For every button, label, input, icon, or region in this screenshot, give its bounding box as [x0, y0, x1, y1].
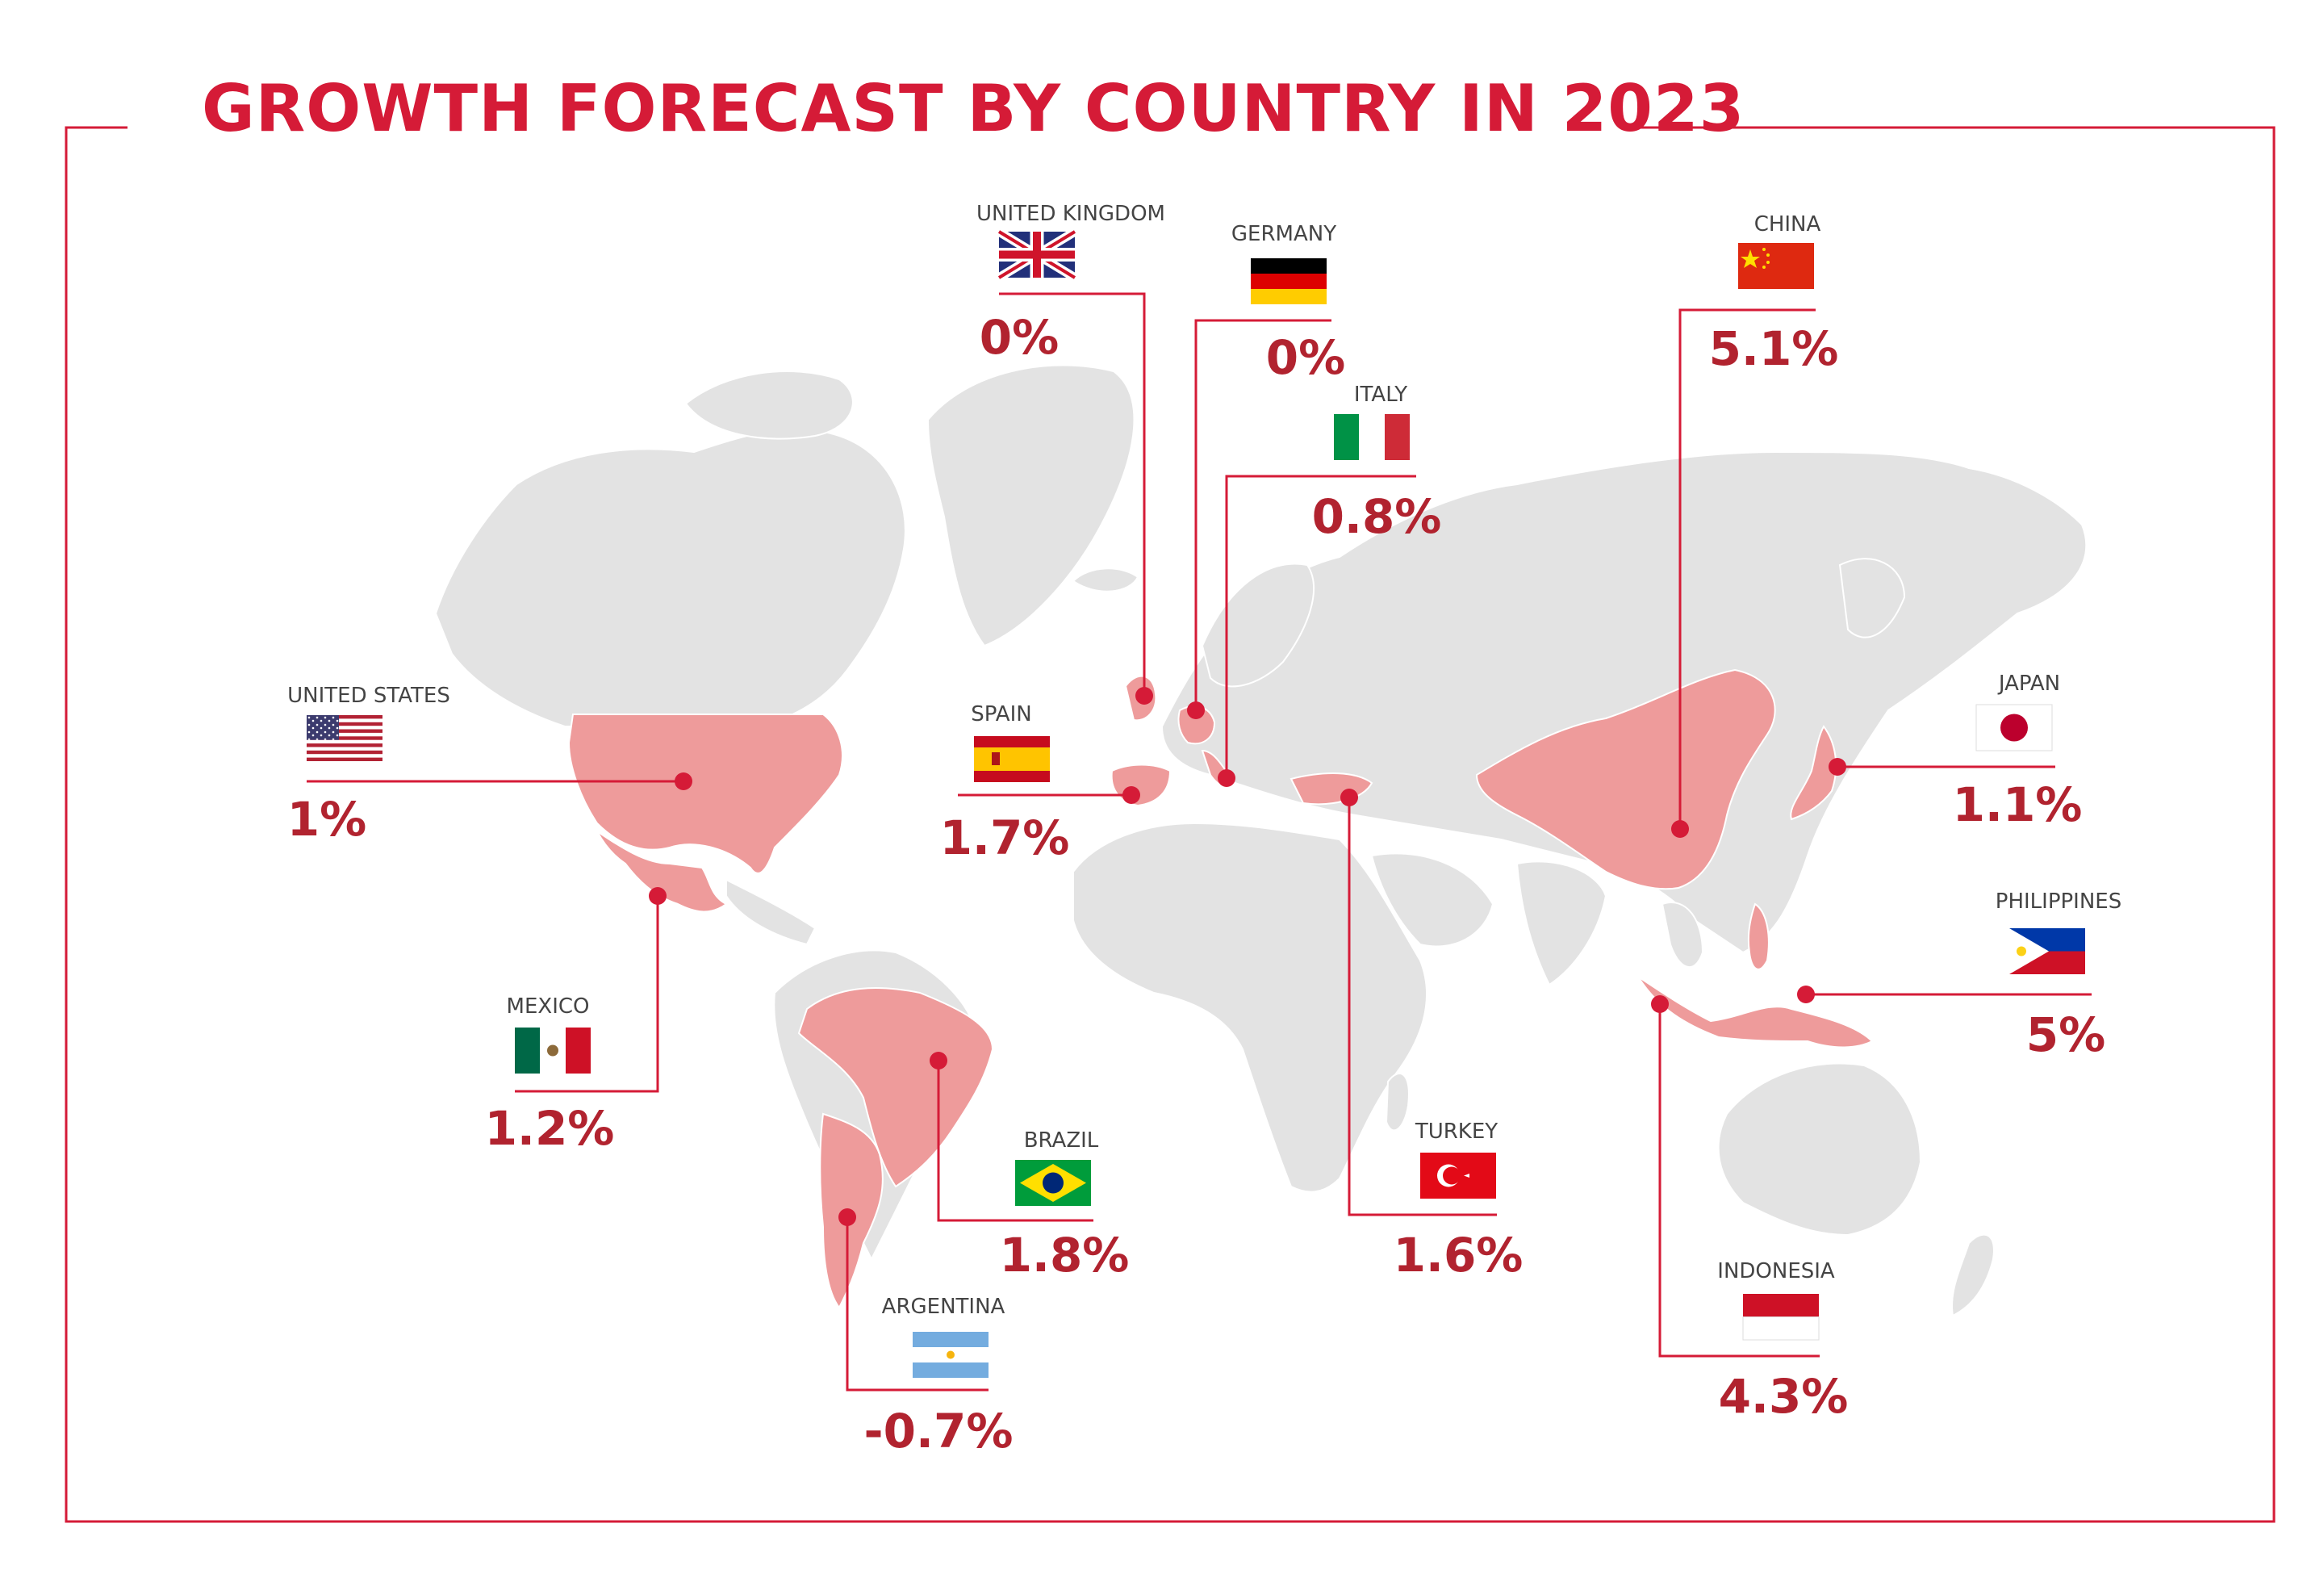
indonesian-flag — [1742, 1294, 1820, 1341]
landmass-far-east — [1838, 558, 1906, 638]
highlight-indonesia — [1637, 976, 1874, 1049]
value-brazil: 1.8% — [1000, 1228, 1130, 1283]
value-argentina: -0.7% — [864, 1404, 1014, 1459]
page-title: GROWTH FORECAST BY COUNTRY IN 2023 — [202, 71, 1745, 146]
landmass-india — [1515, 860, 1607, 986]
connector-argentina — [846, 1219, 989, 1392]
label-philippines: PHILIPPINES — [1996, 889, 2121, 914]
marker-united-kingdom[interactable] — [1135, 687, 1153, 705]
country-labels: UNITED KINGDOM GERMANY CHINA ITALY UNITE… — [287, 202, 2121, 1319]
value-united-kingdom: 0% — [980, 310, 1059, 365]
connector-united-kingdom — [999, 292, 1146, 694]
value-turkey: 1.6% — [1394, 1228, 1524, 1283]
marker-mexico[interactable] — [649, 887, 667, 905]
connector-italy — [1225, 475, 1416, 776]
growth-values: 0% 0% 5.1% 0.8% 1% 1.7% 1.1% 5% 1.2% 1.8… — [287, 310, 2105, 1459]
connector-germany — [1194, 319, 1331, 709]
marker-indonesia[interactable] — [1651, 995, 1669, 1013]
turkish-flag — [1420, 1153, 1496, 1199]
value-united-states: 1% — [287, 792, 366, 847]
flags — [307, 228, 2085, 1378]
label-italy: ITALY — [1354, 383, 1407, 407]
marker-japan[interactable] — [1829, 758, 1846, 776]
label-germany: GERMANY — [1231, 222, 1336, 246]
value-philippines: 5% — [2026, 1007, 2105, 1062]
landmass-australia — [1717, 1062, 1922, 1237]
landmass-scandinavia — [1201, 563, 1315, 688]
highlight-spain — [1110, 764, 1172, 807]
connector-mexico — [515, 898, 659, 1093]
connector-brazil — [937, 1062, 1093, 1222]
marker-germany[interactable] — [1187, 701, 1205, 719]
marker-turkey[interactable] — [1340, 789, 1358, 806]
connector-indonesia — [1658, 1005, 1820, 1358]
landmass-north-america — [434, 428, 906, 727]
landmass-greenland — [926, 364, 1135, 647]
marker-united-states[interactable] — [675, 772, 692, 790]
value-china: 5.1% — [1709, 321, 1839, 376]
argentine-flag — [913, 1332, 989, 1378]
japanese-flag — [1975, 704, 2053, 751]
label-china: CHINA — [1754, 212, 1821, 236]
marker-philippines[interactable] — [1797, 986, 1815, 1003]
highlight-philippines — [1747, 902, 1770, 970]
marker-italy[interactable] — [1218, 769, 1235, 787]
italian-flag — [1334, 414, 1410, 460]
marker-china[interactable] — [1671, 820, 1689, 838]
highlight-brazil — [797, 987, 994, 1188]
marker-argentina[interactable] — [838, 1208, 856, 1226]
highlight-united-states — [567, 714, 843, 874]
us-flag — [307, 715, 382, 761]
value-spain: 1.7% — [940, 810, 1070, 865]
landmass-iceland — [1072, 567, 1139, 592]
landmass-new-zealand — [1951, 1233, 1995, 1317]
label-argentina: ARGENTINA — [882, 1295, 1005, 1319]
label-united-kingdom: UNITED KINGDOM — [976, 202, 1165, 226]
highlight-mexico — [596, 831, 728, 913]
frame-border — [65, 126, 2276, 1523]
value-japan: 1.1% — [1953, 777, 2083, 832]
marker-brazil[interactable] — [930, 1052, 947, 1069]
label-indonesia: INDONESIA — [1717, 1259, 1835, 1283]
value-italy: 0.8% — [1312, 489, 1442, 544]
brazilian-flag — [1015, 1160, 1091, 1206]
highlight-china — [1475, 668, 1776, 890]
landmass-madagascar — [1385, 1073, 1410, 1132]
connector-china — [1678, 308, 1816, 827]
label-turkey: TURKEY — [1415, 1120, 1498, 1144]
german-flag — [1251, 258, 1327, 304]
label-united-states: UNITED STATES — [287, 684, 450, 708]
label-brazil: BRAZIL — [1024, 1128, 1099, 1153]
spanish-flag — [974, 736, 1050, 782]
value-mexico: 1.2% — [485, 1101, 615, 1156]
landmass-arctic-islands — [684, 370, 854, 440]
value-germany: 0% — [1266, 330, 1345, 385]
value-indonesia: 4.3% — [1719, 1369, 1849, 1424]
label-mexico: MEXICO — [507, 994, 590, 1019]
landmass-arabia — [1370, 852, 1494, 948]
chinese-flag — [1738, 243, 1814, 289]
union-jack-flag — [997, 228, 1077, 282]
country-markers — [649, 687, 1846, 1226]
philippine-flag — [2009, 928, 2085, 974]
landmass-central-america — [725, 878, 817, 946]
landmass-africa — [1072, 822, 1427, 1193]
label-spain: SPAIN — [971, 702, 1031, 726]
marker-spain[interactable] — [1122, 786, 1140, 804]
connector-lines — [307, 292, 2092, 1392]
mexican-flag — [515, 1028, 591, 1074]
landmass-southeast-asia — [1661, 902, 1704, 969]
connector-turkey — [1348, 797, 1497, 1216]
label-japan: JAPAN — [1997, 672, 2060, 696]
